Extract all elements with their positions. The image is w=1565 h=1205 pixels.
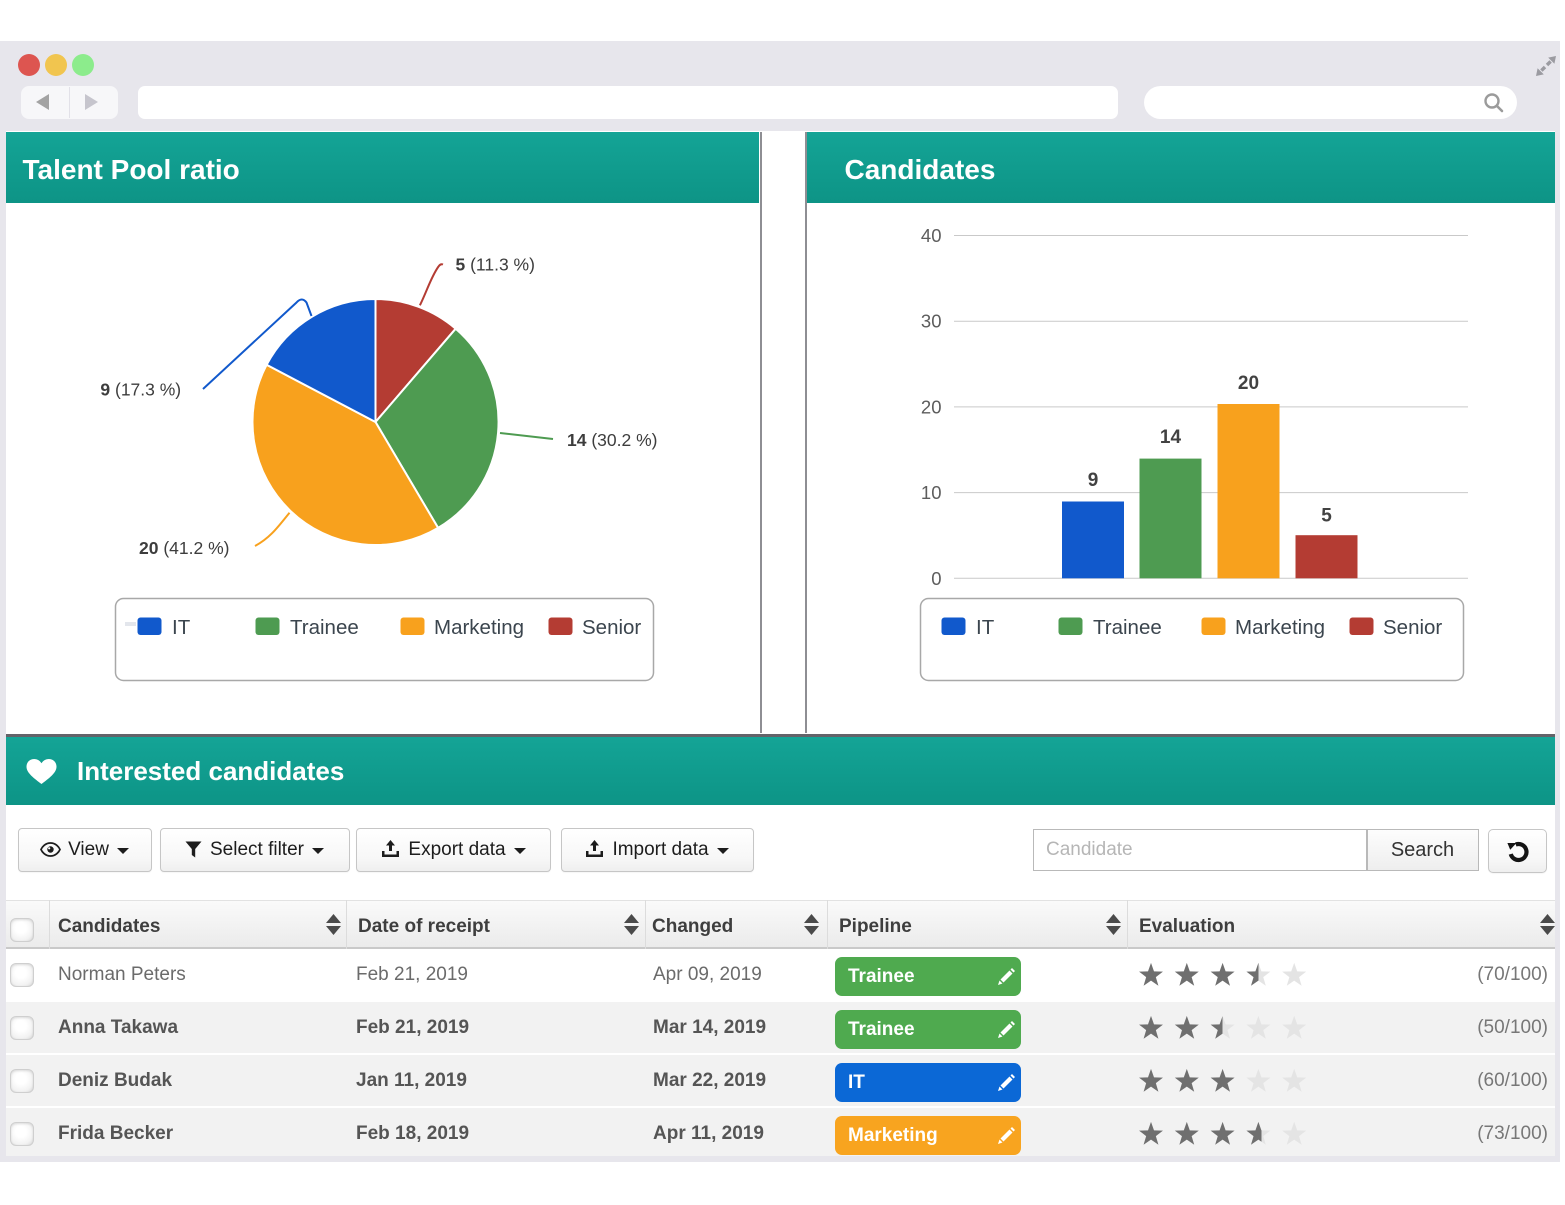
svg-text:5 (11.3 %): 5 (11.3 %) bbox=[456, 255, 535, 275]
svg-text:0: 0 bbox=[931, 568, 941, 589]
svg-text:IT: IT bbox=[172, 616, 191, 639]
svg-text:9 (17.3 %): 9 (17.3 %) bbox=[100, 380, 181, 400]
svg-text:20 (41.2 %): 20 (41.2 %) bbox=[139, 538, 229, 558]
svg-text:Senior: Senior bbox=[582, 616, 641, 639]
svg-text:Marketing: Marketing bbox=[1235, 616, 1325, 639]
svg-text:Trainee: Trainee bbox=[290, 616, 359, 639]
svg-text:10: 10 bbox=[921, 482, 942, 503]
svg-text:14 (30.2 %): 14 (30.2 %) bbox=[567, 430, 657, 450]
svg-text:40: 40 bbox=[921, 225, 942, 246]
svg-text:20: 20 bbox=[921, 397, 942, 418]
svg-text:9: 9 bbox=[1088, 470, 1099, 491]
svg-text:Trainee: Trainee bbox=[1093, 616, 1162, 639]
svg-text:IT: IT bbox=[976, 616, 995, 639]
svg-text:30: 30 bbox=[921, 311, 942, 332]
svg-text:Senior: Senior bbox=[1383, 616, 1442, 639]
svg-text:14: 14 bbox=[1160, 427, 1182, 448]
svg-text:5: 5 bbox=[1321, 506, 1332, 527]
svg-text:Marketing: Marketing bbox=[434, 616, 524, 639]
svg-text:20: 20 bbox=[1238, 373, 1259, 394]
